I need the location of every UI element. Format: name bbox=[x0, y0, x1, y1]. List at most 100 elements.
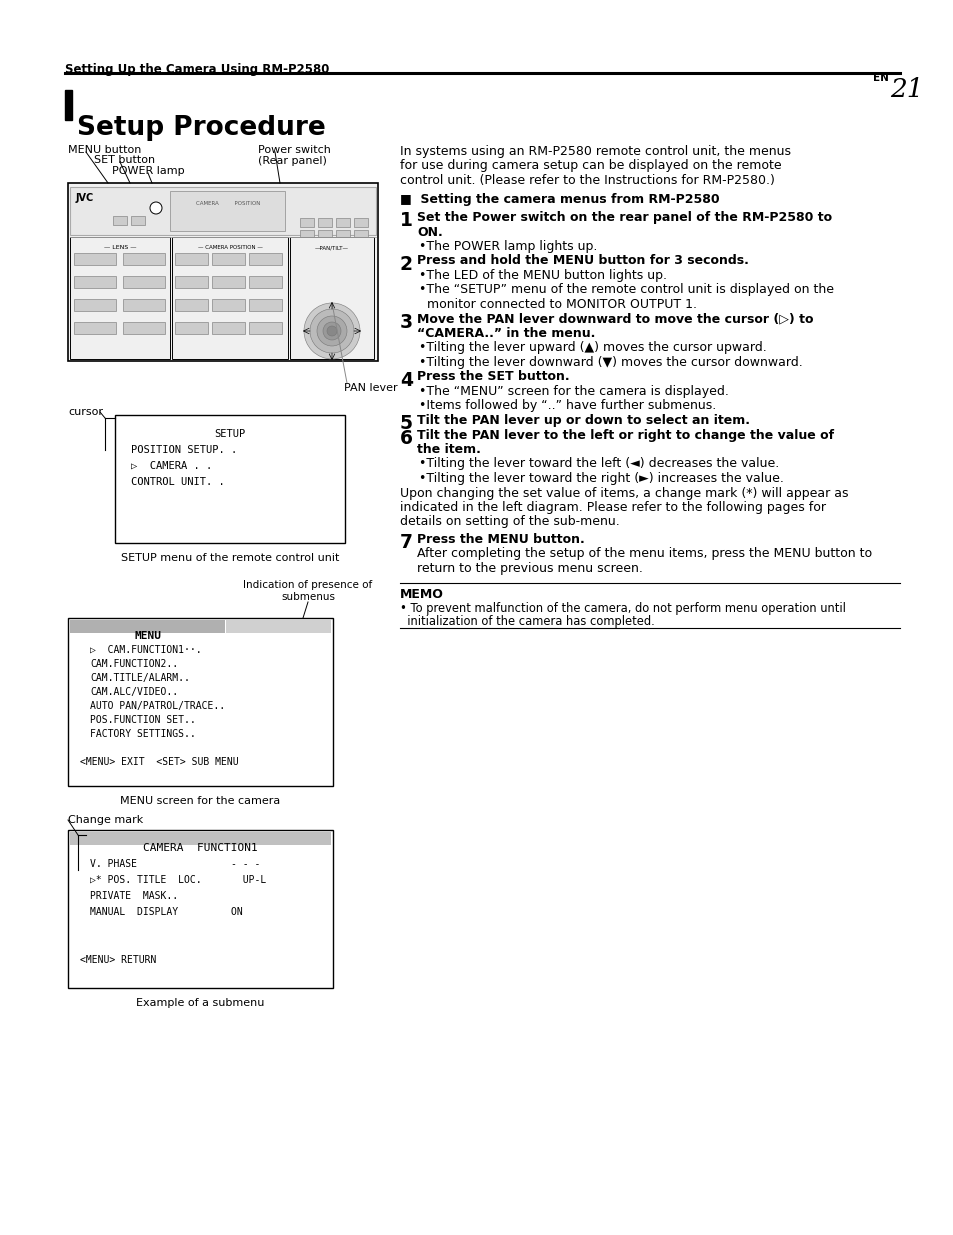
Text: ▷  CAMERA . .: ▷ CAMERA . . bbox=[131, 461, 212, 471]
Text: Upon changing the set value of items, a change mark (*) will appear as: Upon changing the set value of items, a … bbox=[399, 487, 847, 499]
Bar bbox=[115, 415, 345, 543]
Bar bbox=[212, 322, 245, 333]
Text: •Items followed by “..” have further submenus.: •Items followed by “..” have further sub… bbox=[418, 399, 716, 412]
Text: CAM.ALC/VIDEO..: CAM.ALC/VIDEO.. bbox=[90, 687, 178, 697]
Bar bbox=[172, 237, 288, 359]
Text: POS.FUNCTION SET..: POS.FUNCTION SET.. bbox=[90, 715, 195, 725]
Text: 21: 21 bbox=[889, 77, 923, 103]
Text: submenus: submenus bbox=[281, 592, 335, 601]
Bar bbox=[174, 253, 208, 266]
Text: •Tilting the lever toward the left (◄) decreases the value.: •Tilting the lever toward the left (◄) d… bbox=[418, 457, 779, 471]
Text: 6: 6 bbox=[399, 429, 413, 447]
Text: MENU: MENU bbox=[134, 631, 161, 641]
Bar bbox=[70, 237, 170, 359]
Text: ON.: ON. bbox=[416, 226, 442, 238]
Text: JVC: JVC bbox=[76, 193, 94, 203]
Text: SETUP menu of the remote control unit: SETUP menu of the remote control unit bbox=[121, 553, 339, 563]
Text: control unit. (Please refer to the Instructions for RM-P2580.): control unit. (Please refer to the Instr… bbox=[399, 174, 774, 186]
Circle shape bbox=[310, 309, 354, 353]
Bar bbox=[249, 253, 282, 266]
Text: Indication of presence of: Indication of presence of bbox=[243, 580, 373, 590]
Text: •Tilting the lever downward (▼) moves the cursor downward.: •Tilting the lever downward (▼) moves th… bbox=[418, 356, 801, 369]
Bar bbox=[70, 832, 331, 845]
Text: cursor: cursor bbox=[68, 408, 103, 417]
Bar bbox=[335, 219, 350, 227]
Text: •Tilting the lever toward the right (►) increases the value.: •Tilting the lever toward the right (►) … bbox=[418, 472, 783, 485]
Bar bbox=[249, 299, 282, 311]
Text: ■  Setting the camera menus from RM-P2580: ■ Setting the camera menus from RM-P2580 bbox=[399, 193, 719, 205]
Bar bbox=[68, 618, 333, 785]
Text: Press the SET button.: Press the SET button. bbox=[416, 370, 569, 384]
Text: for use during camera setup can be displayed on the remote: for use during camera setup can be displ… bbox=[399, 159, 781, 173]
Bar bbox=[123, 322, 165, 333]
Bar bbox=[249, 275, 282, 288]
Text: 1: 1 bbox=[399, 211, 413, 230]
Text: EN: EN bbox=[872, 73, 888, 83]
Text: •The “SETUP” menu of the remote control unit is displayed on the: •The “SETUP” menu of the remote control … bbox=[418, 284, 833, 296]
Bar bbox=[70, 620, 225, 634]
Text: PAN lever: PAN lever bbox=[344, 383, 397, 393]
Bar bbox=[70, 186, 375, 235]
Bar bbox=[317, 230, 332, 240]
Bar bbox=[317, 219, 332, 227]
Circle shape bbox=[323, 322, 340, 340]
Bar bbox=[123, 275, 165, 288]
Text: •The “MENU” screen for the camera is displayed.: •The “MENU” screen for the camera is dis… bbox=[418, 385, 728, 398]
Text: Press the MENU button.: Press the MENU button. bbox=[416, 534, 584, 546]
Bar bbox=[249, 322, 282, 333]
Text: <MENU> RETURN: <MENU> RETURN bbox=[80, 955, 156, 965]
Text: •Tilting the lever upward (▲) moves the cursor upward.: •Tilting the lever upward (▲) moves the … bbox=[418, 342, 766, 354]
Text: MENU button: MENU button bbox=[68, 144, 141, 156]
Text: CAM.FUNCTION2..: CAM.FUNCTION2.. bbox=[90, 659, 178, 669]
Text: CONTROL UNIT. .: CONTROL UNIT. . bbox=[131, 477, 225, 487]
Text: (Rear panel): (Rear panel) bbox=[257, 156, 327, 165]
Text: •The LED of the MENU button lights up.: •The LED of the MENU button lights up. bbox=[418, 269, 666, 282]
Bar bbox=[74, 299, 116, 311]
Text: 2: 2 bbox=[399, 254, 413, 273]
Text: the item.: the item. bbox=[416, 443, 480, 456]
Text: indicated in the left diagram. Please refer to the following pages for: indicated in the left diagram. Please re… bbox=[399, 501, 825, 514]
Text: Press and hold the MENU button for 3 seconds.: Press and hold the MENU button for 3 sec… bbox=[416, 254, 748, 268]
Bar bbox=[174, 322, 208, 333]
Text: CAMERA         POSITION: CAMERA POSITION bbox=[195, 201, 260, 206]
Bar bbox=[212, 275, 245, 288]
Text: MANUAL  DISPLAY         ON: MANUAL DISPLAY ON bbox=[90, 906, 242, 918]
Bar bbox=[290, 237, 374, 359]
Bar bbox=[74, 322, 116, 333]
Text: — LENS —: — LENS — bbox=[104, 245, 136, 249]
Bar bbox=[74, 253, 116, 266]
Text: PRIVATE  MASK..: PRIVATE MASK.. bbox=[90, 890, 178, 902]
Text: 4: 4 bbox=[399, 370, 413, 389]
Text: SETUP: SETUP bbox=[214, 429, 245, 438]
Bar bbox=[131, 216, 145, 225]
Text: •The POWER lamp lights up.: •The POWER lamp lights up. bbox=[418, 240, 597, 253]
Text: Setting Up the Camera Using RM-P2580: Setting Up the Camera Using RM-P2580 bbox=[65, 63, 329, 77]
Bar bbox=[123, 299, 165, 311]
Text: CAM.TITLE/ALARM..: CAM.TITLE/ALARM.. bbox=[90, 673, 190, 683]
Circle shape bbox=[304, 303, 359, 359]
Text: initialization of the camera has completed.: initialization of the camera has complet… bbox=[399, 615, 654, 629]
Bar bbox=[174, 275, 208, 288]
Text: details on setting of the sub-menu.: details on setting of the sub-menu. bbox=[399, 515, 619, 529]
Bar bbox=[226, 620, 331, 634]
Bar bbox=[174, 299, 208, 311]
Bar bbox=[74, 275, 116, 288]
Text: CAMERA  FUNCTION1: CAMERA FUNCTION1 bbox=[143, 844, 257, 853]
Text: Setup Procedure: Setup Procedure bbox=[77, 115, 325, 141]
Bar bbox=[212, 253, 245, 266]
Bar bbox=[65, 90, 71, 120]
Bar bbox=[112, 216, 127, 225]
Bar bbox=[170, 191, 285, 231]
Text: MENU screen for the camera: MENU screen for the camera bbox=[120, 797, 280, 806]
Text: 3: 3 bbox=[399, 312, 413, 331]
Bar bbox=[335, 230, 350, 240]
Text: After completing the setup of the menu items, press the MENU button to: After completing the setup of the menu i… bbox=[416, 547, 871, 561]
Bar bbox=[299, 230, 314, 240]
Text: monitor connected to MONITOR OUTPUT 1.: monitor connected to MONITOR OUTPUT 1. bbox=[418, 298, 697, 311]
Text: • To prevent malfunction of the camera, do not perform menu operation until: • To prevent malfunction of the camera, … bbox=[399, 601, 845, 615]
Text: FACTORY SETTINGS..: FACTORY SETTINGS.. bbox=[90, 729, 195, 739]
Text: Move the PAN lever downward to move the cursor (▷) to: Move the PAN lever downward to move the … bbox=[416, 312, 813, 326]
Text: SET button: SET button bbox=[94, 156, 155, 165]
Bar bbox=[68, 830, 333, 988]
Text: Tilt the PAN lever to the left or right to change the value of: Tilt the PAN lever to the left or right … bbox=[416, 429, 833, 441]
